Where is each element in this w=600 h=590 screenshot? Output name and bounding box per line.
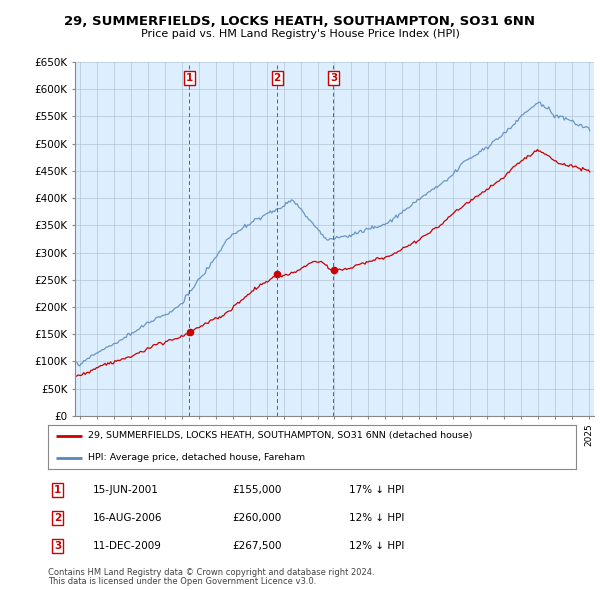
- Text: This data is licensed under the Open Government Licence v3.0.: This data is licensed under the Open Gov…: [48, 577, 316, 586]
- Text: 12% ↓ HPI: 12% ↓ HPI: [349, 513, 404, 523]
- Text: 1: 1: [186, 73, 193, 83]
- Text: 12% ↓ HPI: 12% ↓ HPI: [349, 541, 404, 551]
- Text: £155,000: £155,000: [233, 485, 282, 495]
- Text: Price paid vs. HM Land Registry's House Price Index (HPI): Price paid vs. HM Land Registry's House …: [140, 30, 460, 39]
- Text: HPI: Average price, detached house, Fareham: HPI: Average price, detached house, Fare…: [88, 454, 305, 463]
- Text: 16-AUG-2006: 16-AUG-2006: [93, 513, 163, 523]
- Text: 29, SUMMERFIELDS, LOCKS HEATH, SOUTHAMPTON, SO31 6NN (detached house): 29, SUMMERFIELDS, LOCKS HEATH, SOUTHAMPT…: [88, 431, 472, 440]
- Text: 29, SUMMERFIELDS, LOCKS HEATH, SOUTHAMPTON, SO31 6NN: 29, SUMMERFIELDS, LOCKS HEATH, SOUTHAMPT…: [65, 15, 536, 28]
- Text: 17% ↓ HPI: 17% ↓ HPI: [349, 485, 404, 495]
- Text: £267,500: £267,500: [233, 541, 282, 551]
- Text: 15-JUN-2001: 15-JUN-2001: [93, 485, 159, 495]
- Text: 1: 1: [54, 485, 61, 495]
- Text: 3: 3: [54, 541, 61, 551]
- Text: 2: 2: [54, 513, 61, 523]
- Text: 3: 3: [330, 73, 337, 83]
- Text: £260,000: £260,000: [233, 513, 282, 523]
- Text: Contains HM Land Registry data © Crown copyright and database right 2024.: Contains HM Land Registry data © Crown c…: [48, 568, 374, 577]
- Text: 2: 2: [274, 73, 281, 83]
- Text: 11-DEC-2009: 11-DEC-2009: [93, 541, 162, 551]
